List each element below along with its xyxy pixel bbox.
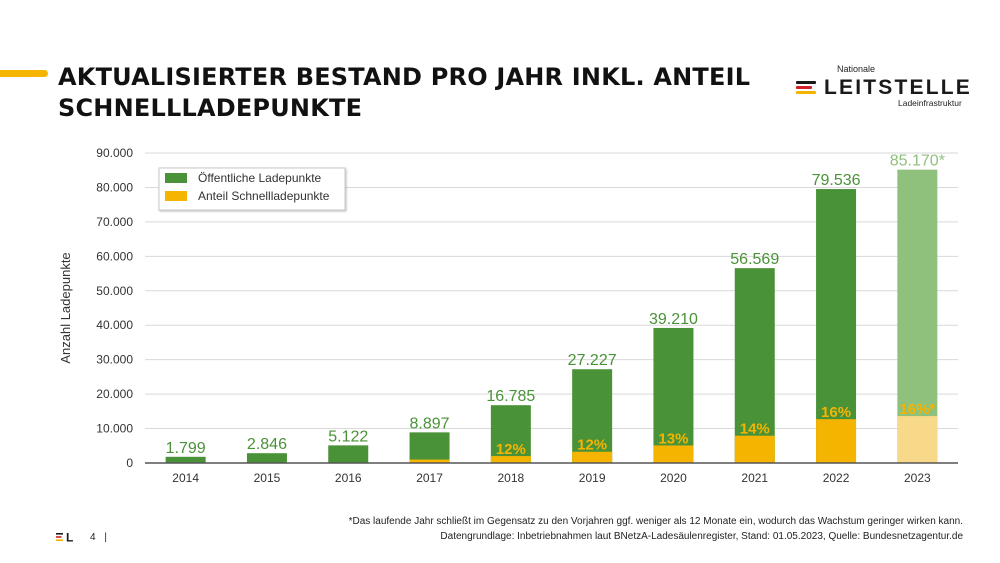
page-title-line-1: AKTUALISIERTER BESTAND PRO JAHR INKL. AN… — [58, 63, 751, 91]
bar-public-2023 — [897, 169, 938, 464]
value-label-fast: 12% — [577, 437, 607, 454]
value-label-public: 2.846 — [247, 436, 287, 453]
leitstelle-logo: Nationale LEITSTELLE Ladeinfrastruktur — [793, 64, 970, 110]
footnote: *Das laufende Jahr schließt im Gegensatz… — [349, 514, 963, 544]
value-label-fast: 14% — [740, 421, 770, 438]
footnote-disclaimer: *Das laufende Jahr schließt im Gegensatz… — [348, 516, 963, 527]
bar-public-2016 — [328, 445, 369, 463]
bar-fast-2022 — [816, 419, 857, 463]
value-label-fast: 16% — [821, 404, 851, 421]
bar-fast-2023 — [897, 416, 938, 463]
y-axis-label: Anzahl Ladepunkte — [58, 252, 73, 363]
chart-legend: Öffentliche Ladepunkte Anteil Schnelllade… — [158, 167, 346, 211]
logo-stripe-black — [796, 81, 816, 84]
page-title: AKTUALISIERTER BESTAND PRO JAHR INKL. AN… — [58, 62, 758, 124]
bar-public-2018 — [490, 405, 531, 463]
value-label-fast: 13% — [658, 430, 688, 447]
value-label-public: 56.569 — [730, 251, 779, 268]
legend-swatch-public — [165, 173, 187, 183]
page-number-value: 4 — [90, 532, 96, 543]
y-tick-label: 70.000 — [96, 215, 133, 229]
bar-public-2021 — [734, 268, 775, 463]
y-tick-label: 30.000 — [96, 353, 133, 367]
x-tick-label: 2014 — [172, 471, 199, 485]
y-tick-label: 80.000 — [96, 180, 133, 194]
bar-public-2020 — [653, 327, 694, 463]
x-tick-label: 2023 — [904, 471, 931, 485]
footer-logo-letter: L — [66, 531, 73, 545]
logo-text-bottom: Ladeinfrastruktur — [898, 98, 962, 108]
bar-fast-2021 — [734, 435, 775, 463]
y-tick-label: 10.000 — [96, 422, 133, 436]
value-label-fast: 12% — [496, 441, 526, 458]
value-label-fast: 16%* — [899, 401, 935, 418]
footnote-source: Datengrundlage: Inbetriebnahmen laut BNe… — [440, 531, 963, 542]
value-label-public: 16.785 — [486, 388, 535, 405]
x-tick-label: 2020 — [660, 471, 687, 485]
x-axis-tick-labels: 2014 2015 2016 2017 2018 2019 2020 2021 2022 2023 — [172, 471, 931, 485]
x-tick-label: 2015 — [254, 471, 281, 485]
value-label-public: 8.897 — [410, 415, 450, 432]
y-tick-label: 50.000 — [96, 284, 133, 298]
title-accent-bar — [0, 70, 48, 77]
y-tick-label: 40.000 — [96, 318, 133, 332]
logo-stripe-red — [796, 86, 812, 89]
footer-logo-icon: L — [56, 531, 73, 545]
x-tick-label: 2021 — [741, 471, 768, 485]
bar-public-2015 — [246, 453, 287, 463]
bar-public-2014 — [165, 456, 206, 463]
bar-fast-2018 — [490, 456, 531, 463]
x-tick-label: 2016 — [335, 471, 362, 485]
bar-public-2022 — [816, 189, 857, 463]
page-number-separator: | — [104, 532, 107, 543]
bar-fast-2020 — [653, 445, 694, 463]
logo-text-top: Nationale — [837, 64, 876, 74]
y-axis-tick-labels: 0 10.000 20.000 30.000 40.000 50.000 60.000 70.… — [96, 146, 133, 470]
value-labels: 1.799 2.846 5.122 8.897 16.785 12% 27.227 12% 39… — [166, 153, 945, 458]
bar-fast-2019 — [572, 451, 613, 463]
value-label-public: 1.799 — [166, 440, 206, 457]
value-label-public: 39.210 — [649, 311, 698, 328]
value-label-public: 27.227 — [568, 352, 617, 369]
legend-label-fast: Anteil Schnellladepunkte — [198, 189, 330, 203]
y-tick-label: 90.000 — [96, 146, 133, 160]
x-tick-label: 2019 — [579, 471, 606, 485]
page-title-line-2: SCHNELLLADEPUNKTE — [58, 94, 363, 122]
value-label-public: 5.122 — [328, 428, 368, 445]
logo-stripe-gold — [796, 91, 816, 94]
x-tick-label: 2018 — [497, 471, 524, 485]
legend-label-public: Öffentliche Ladepunkte — [198, 171, 322, 185]
bar-fast-2017 — [409, 459, 450, 463]
logo-text-main: LEITSTELLE — [824, 76, 972, 99]
y-tick-label: 20.000 — [96, 387, 133, 401]
y-tick-label: 60.000 — [96, 249, 133, 263]
bar-public-2019 — [572, 369, 613, 463]
x-tick-label: 2022 — [823, 471, 850, 485]
page-number: 4 | — [90, 532, 107, 543]
chart-bars — [165, 169, 938, 464]
y-tick-label: 0 — [126, 456, 133, 470]
value-label-public: 79.536 — [812, 172, 861, 189]
x-tick-label: 2017 — [416, 471, 443, 485]
legend-box — [158, 167, 346, 211]
bar-public-2017 — [409, 432, 450, 463]
bar-chart: 0 10.000 20.000 30.000 40.000 50.000 60.000 70.… — [58, 146, 958, 485]
legend-swatch-fast — [165, 191, 187, 201]
value-label-public: 85.170* — [890, 153, 945, 170]
